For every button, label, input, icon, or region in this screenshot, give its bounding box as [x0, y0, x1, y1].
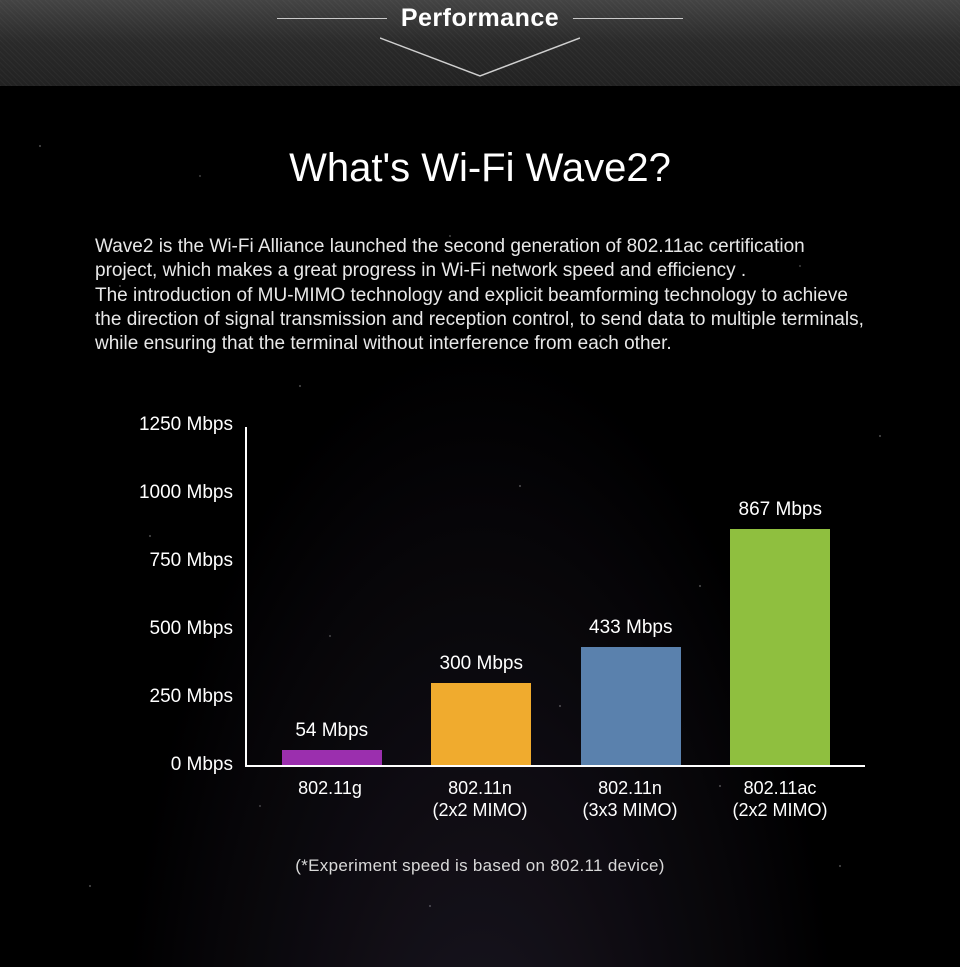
bar-column: 54 Mbps — [272, 720, 392, 765]
paragraph-1: Wave2 is the Wi-Fi Alliance launched the… — [95, 236, 805, 281]
chart-plot-area: 54 Mbps300 Mbps433 Mbps867 Mbps 0 Mbps25… — [245, 427, 865, 767]
x-tick-label: 802.11n(3x3 MIMO) — [570, 777, 690, 822]
banner-rule-right — [573, 18, 683, 19]
bar — [581, 647, 681, 765]
banner-title: Performance — [401, 4, 559, 33]
y-tick-label: 250 Mbps — [150, 686, 247, 708]
speed-bar-chart: 54 Mbps 300 Mbps 433 Mbps 867 Mbps 0 Mbps 25… — [95, 427, 865, 876]
chart-x-labels: 802.11g 802.11n(2x2 MIMO) 802.11n(3x3 MIMO… — [245, 767, 865, 822]
bar-column: 433 Mbps — [571, 617, 691, 765]
bar-value-label: 54 Mbps — [295, 720, 368, 742]
bar-value-label: 433 Mbps — [589, 617, 672, 639]
section-paragraph: Wave2 is the Wi-Fi Alliance launched the… — [95, 235, 865, 357]
bar-column: 300 Mbps — [421, 653, 541, 765]
paragraph-2: The introduction of MU-MIMO technology a… — [95, 285, 864, 355]
performance-banner: Performance — [0, 0, 960, 86]
y-tick-label: 1250 Mbps — [139, 414, 247, 436]
bar-value-label: 867 Mbps — [739, 499, 822, 521]
bar — [730, 529, 830, 765]
bar-column: 867 Mbps — [720, 499, 840, 765]
x-tick-label: 802.11n(2x2 MIMO) — [420, 777, 540, 822]
y-tick-label: 500 Mbps — [150, 618, 247, 640]
content-wrap: What's Wi-Fi Wave2? Wave2 is the Wi-Fi A… — [0, 86, 960, 916]
bar-value-label: 300 Mbps — [440, 653, 523, 675]
chevron-down-icon — [380, 36, 580, 80]
y-tick-label: 1000 Mbps — [139, 482, 247, 504]
chart-footnote: (*Experiment speed is based on 802.11 de… — [95, 856, 865, 876]
y-tick-label: 0 Mbps — [171, 754, 247, 776]
banner-rule-left — [277, 18, 387, 19]
banner-inner: Performance — [277, 4, 683, 33]
main-section: What's Wi-Fi Wave2? Wave2 is the Wi-Fi A… — [0, 86, 960, 967]
x-tick-label: 802.11g — [270, 777, 390, 822]
bar — [431, 683, 531, 765]
bar — [282, 750, 382, 765]
section-heading: What's Wi-Fi Wave2? — [0, 146, 960, 191]
x-tick-label: 802.11ac(2x2 MIMO) — [720, 777, 840, 822]
y-tick-label: 750 Mbps — [150, 550, 247, 572]
chart-bars-container: 54 Mbps 300 Mbps 433 Mbps 867 Mbps — [247, 427, 865, 765]
